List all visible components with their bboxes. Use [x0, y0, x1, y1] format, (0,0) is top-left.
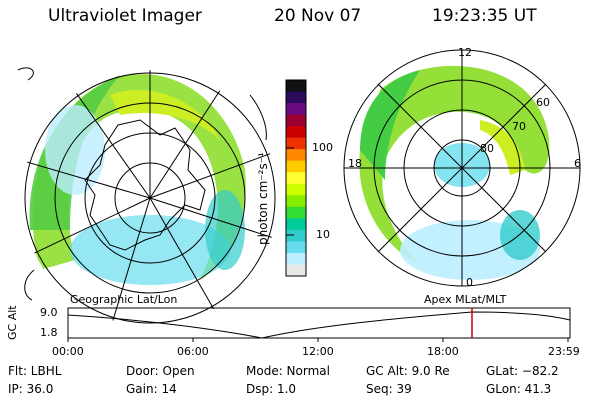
- colorbar-swatch: [286, 183, 306, 196]
- mlt-label-6: 6: [574, 157, 581, 170]
- mlt-label-0: 0: [466, 276, 473, 289]
- colorbar-swatch: [286, 241, 306, 254]
- date-label: 20 Nov 07: [274, 6, 362, 26]
- colorbar-swatch: [286, 126, 306, 139]
- time-tick-2359: 23:59: [548, 345, 580, 358]
- status-ip: IP: 36.0: [8, 382, 54, 396]
- colorbar-swatch: [286, 195, 306, 208]
- altitude-axis-label: GC Alt: [6, 305, 19, 340]
- status-glon: GLon: 41.3: [486, 382, 552, 396]
- time-label: 19:23:35 UT: [432, 6, 537, 26]
- status-gcalt: GC Alt: 9.0 Re: [366, 364, 450, 378]
- magnetic-caption: Apex MLat/MLT: [424, 293, 507, 306]
- status-mode: Mode: Normal: [246, 364, 330, 378]
- colorbar: [285, 79, 307, 277]
- status-glat: GLat: −82.2: [486, 364, 559, 378]
- colorbar-swatch: [286, 103, 306, 116]
- colorbar-swatch: [286, 218, 306, 231]
- colorbar-tick-100: 100: [312, 141, 333, 154]
- time-tick-0000: 00:00: [52, 345, 84, 358]
- magnetic-map: [343, 49, 581, 287]
- status-flt: Flt: LBHL: [8, 364, 62, 378]
- status-door: Door: Open: [126, 364, 195, 378]
- colorbar-frame: [285, 79, 307, 277]
- colorbar-swatch: [286, 149, 306, 162]
- status-dsp: Dsp: 1.0: [246, 382, 297, 396]
- altitude-tick-1.8: 1.8: [40, 326, 58, 339]
- colorbar-tick-10: 10: [316, 228, 330, 241]
- mlt-label-12: 12: [458, 46, 472, 59]
- altitude-tick-9: 9.0: [40, 306, 58, 319]
- geographic-map: [17, 67, 278, 326]
- time-tick-0600: 06:00: [177, 345, 209, 358]
- status-gain: Gain: 14: [126, 382, 177, 396]
- mlat-label-80: 80: [480, 142, 494, 155]
- colorbar-swatch: [286, 137, 306, 150]
- colorbar-swatch: [286, 264, 306, 277]
- status-seq: Seq: 39: [366, 382, 412, 396]
- colorbar-swatch: [286, 229, 306, 242]
- time-tick-1200: 12:00: [302, 345, 334, 358]
- mlat-label-70: 70: [512, 120, 526, 133]
- colorbar-swatch: [286, 206, 306, 219]
- colorbar-swatch: [286, 91, 306, 104]
- mlt-label-18: 18: [348, 157, 362, 170]
- geographic-caption: Geographic Lat/Lon: [70, 293, 178, 306]
- altitude-plot: [67, 307, 571, 342]
- time-tick-1800: 18:00: [427, 345, 459, 358]
- colorbar-swatch: [286, 114, 306, 127]
- app-title: Ultraviolet Imager: [48, 6, 202, 26]
- mlat-label-60: 60: [536, 96, 550, 109]
- colorbar-swatch: [286, 252, 306, 265]
- colorbar-swatch: [286, 160, 306, 173]
- colorbar-swatch: [286, 80, 306, 93]
- colorbar-unit-label: photon cm⁻²s⁻¹: [256, 152, 270, 245]
- colorbar-swatch: [286, 172, 306, 185]
